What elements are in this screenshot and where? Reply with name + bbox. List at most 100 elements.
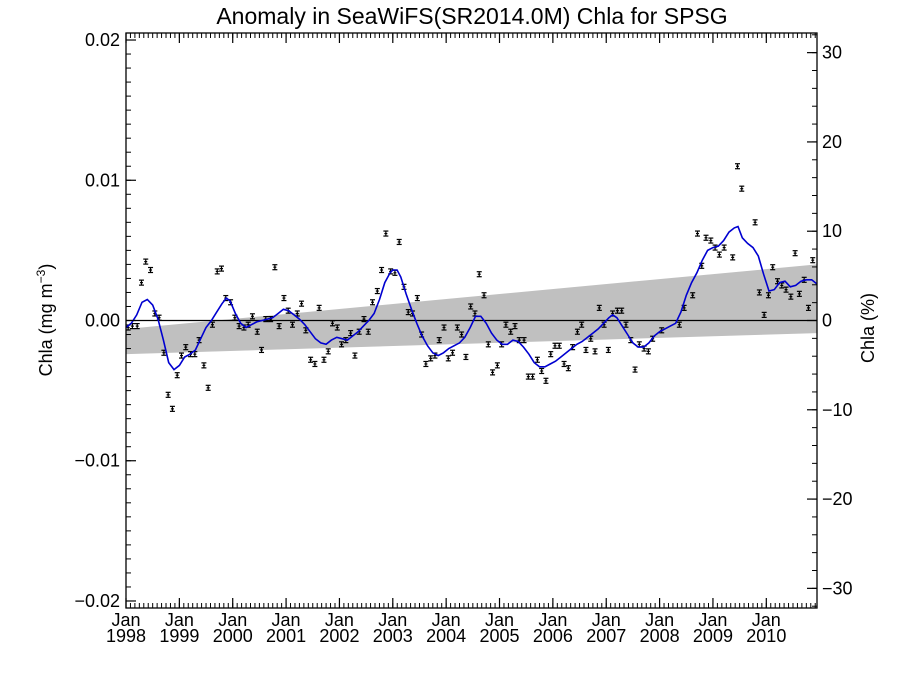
x-tick-label-year: 2008 [640,626,680,646]
data-point [308,356,314,363]
data-point [445,355,451,362]
y-axis-label-right: Chla (%) [858,293,878,363]
x-tick-label-month: Jan [165,610,194,630]
data-point [530,373,536,380]
data-point [205,384,211,391]
data-point [521,337,527,344]
data-point [512,323,518,330]
data-point [561,360,567,368]
x-tick-label-month: Jan [272,610,301,630]
data-point [379,266,385,274]
data-point [605,346,611,354]
data-point [352,352,358,359]
data-point [183,344,189,351]
data-point [321,356,327,363]
data-point [312,360,318,368]
data-point [281,294,287,302]
data-point [436,337,442,344]
data-point [645,348,651,355]
data-point [454,324,460,331]
data-point [574,328,580,335]
data-point [334,324,340,331]
data-point [299,300,305,307]
data-point [623,321,629,328]
data-point [219,265,225,272]
data-point [556,342,562,349]
x-tick-label-year: 2009 [693,626,733,646]
x-tick-label-year: 1998 [106,626,146,646]
data-point [494,362,500,369]
data-point [761,311,767,318]
data-point [788,293,794,300]
data-point [730,254,736,261]
data-point [775,278,781,285]
x-tick-label-month: Jan [432,610,461,630]
data-point [392,269,398,276]
chart-title: Anomaly in SeaWiFS(SR2014.0M) Chla for S… [216,3,727,29]
data-point [552,342,558,349]
data-point [805,304,811,311]
y-tick-label: −0.01 [74,451,120,471]
data-point [739,185,745,192]
data-point [374,287,380,295]
data-point [174,372,180,379]
data-point [796,290,802,297]
x-tick-label-year: 1999 [159,626,199,646]
x-tick-label-month: Jan [485,610,514,630]
data-point [339,341,345,348]
data-point [138,279,144,286]
x-tick-label-year: 2002 [319,626,359,646]
data-point [579,321,585,328]
data-point [681,304,687,311]
data-point [770,264,776,271]
y2-tick-label: 30 [822,43,842,63]
data-point [632,366,638,373]
data-point [214,268,220,275]
x-tick-label-year: 2000 [213,626,253,646]
y-tick-label: −0.02 [74,591,120,611]
data-point [543,377,549,384]
x-tick-label-month: Jan [218,610,247,630]
data-point [259,346,265,354]
x-tick-label-month: Jan [111,610,140,630]
y-tick-label: 0.02 [85,30,120,50]
y2-tick-label: −10 [822,400,853,420]
data-point [752,219,758,226]
data-point [694,230,700,237]
data-point [548,351,554,358]
data-point [690,292,696,299]
y2-tick-label: 10 [822,221,842,241]
data-point [161,349,167,356]
data-point [583,346,589,354]
data-point [165,391,171,398]
x-tick-label-month: Jan [325,610,354,630]
data-point [756,289,762,296]
data-point [134,323,140,330]
data-point [792,250,798,257]
data-point [534,356,540,363]
data-point [143,258,149,265]
data-point [316,304,322,311]
data-point [405,308,411,316]
data-point [463,353,469,361]
data-point [303,327,309,334]
y2-tick-label: −20 [822,489,853,509]
data-point [249,313,255,320]
x-tick-label-month: Jan [752,610,781,630]
data-point [539,367,545,375]
data-point [383,230,389,237]
data-point [441,324,447,331]
data-point [619,307,625,314]
smoothed-series-line [126,225,817,371]
x-tick-label-year: 2006 [533,626,573,646]
data-point [365,328,371,335]
data-point [396,238,402,246]
data-point [614,307,620,314]
data-point [325,348,331,355]
data-point [423,360,429,368]
data-point [254,328,260,335]
data-point [289,321,295,328]
data-point [361,315,367,323]
x-tick-label-month: Jan [698,610,727,630]
